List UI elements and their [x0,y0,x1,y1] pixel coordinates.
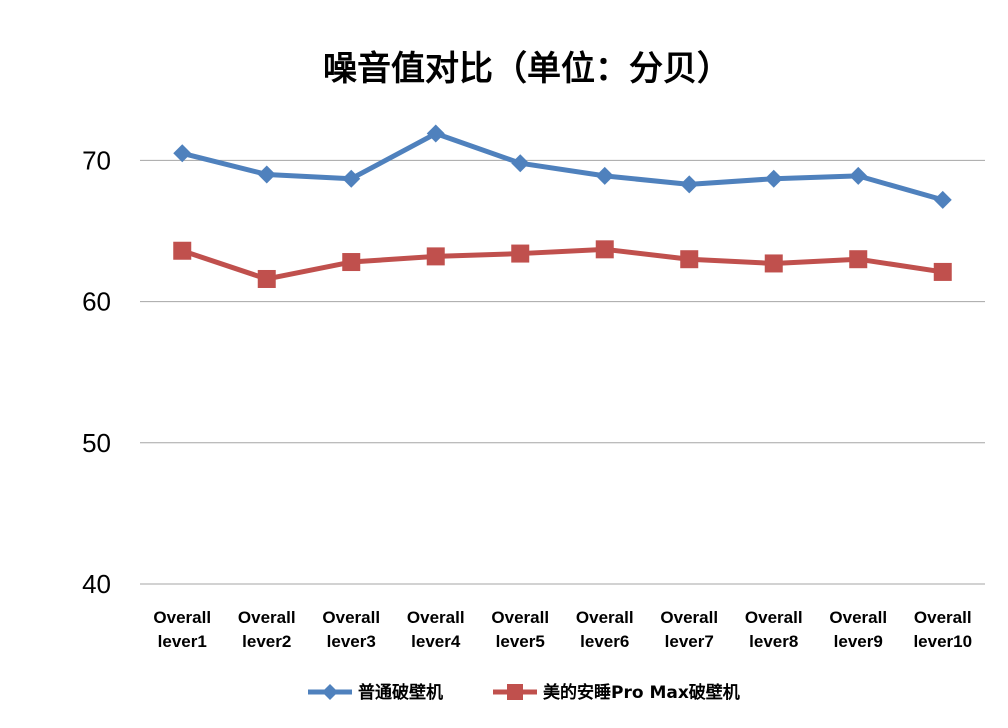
series-layer [173,124,952,288]
x-tick-label: Overall lever1 [153,608,211,651]
x-tick-label: Overall lever2 [238,608,296,651]
x-tick-label: Overall lever9 [829,608,887,651]
data-point [342,169,361,188]
x-tick-label: Overall lever4 [407,608,465,651]
data-point [426,124,445,143]
data-point [680,175,699,194]
data-point [511,154,530,173]
legend-item: 普通破壁机 [308,682,443,703]
data-point [173,144,192,163]
data-point [595,240,614,259]
data-point [257,165,276,184]
x-tick-label: Overall lever7 [660,608,718,651]
x-tick-label: Overall lever10 [913,608,972,651]
y-tick-label: 40 [82,569,111,599]
series-2 [173,240,952,288]
data-point [342,253,361,272]
x-tick-label: Overall lever8 [745,608,803,651]
data-point [764,254,783,273]
data-point [680,250,699,269]
series-line [181,246,944,282]
data-point [764,169,783,188]
legend: 普通破壁机 美的安睡Pro Max破壁机 [308,682,740,703]
y-tick-label: 50 [82,428,111,458]
data-point [173,241,192,260]
data-point [426,247,445,266]
legend-item: 美的安睡Pro Max破壁机 [493,682,740,703]
x-tick-label: Overall lever3 [322,608,380,651]
y-axis-ticks: 40 50 60 70 [82,145,111,599]
chart-title: 噪音值对比（单位：分贝） [323,49,731,89]
y-tick-label: 60 [82,287,111,317]
x-tick-label: Overall lever5 [491,608,549,651]
series-line [181,131,944,203]
data-point [933,262,952,281]
legend-label: 美的安睡Pro Max破壁机 [543,682,740,703]
gridlines [140,159,985,585]
y-tick-label: 70 [82,145,111,175]
series-1 [173,124,952,209]
data-point [595,166,614,185]
data-point [511,244,530,263]
legend-marker [322,684,338,700]
x-axis-ticks: Overall lever1 Overall lever2 Overall lever3 O… [153,608,972,651]
data-point [257,269,276,288]
data-point [849,250,868,269]
data-point [933,190,952,209]
legend-label: 普通破壁机 [358,682,443,703]
x-tick-label: Overall lever6 [576,608,634,651]
legend-marker [507,684,523,700]
data-point [849,166,868,185]
